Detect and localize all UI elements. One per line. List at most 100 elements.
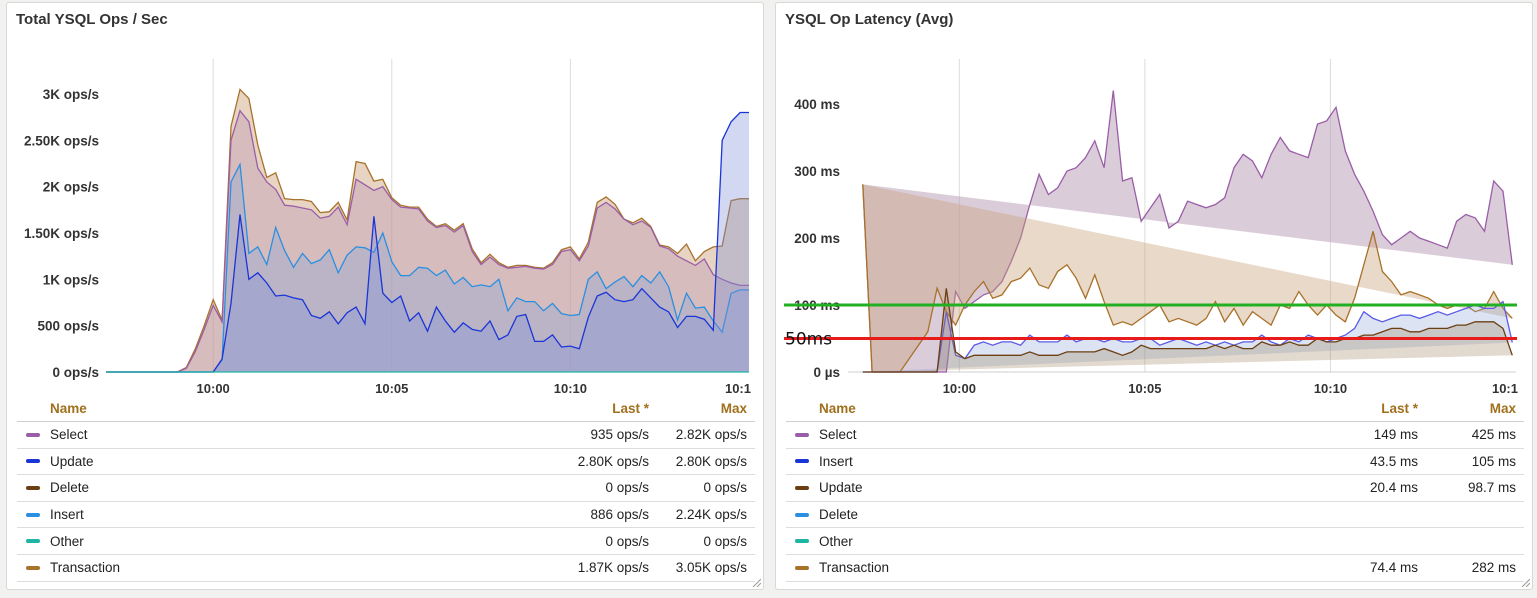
legend-header-last[interactable]: Last *: [1381, 401, 1418, 416]
legend-row-update[interactable]: Update 2.80K ops/s 2.80K ops/s: [17, 449, 755, 476]
legend-header-max[interactable]: Max: [1489, 401, 1516, 416]
x-tick-label: 10:05: [375, 381, 408, 395]
series-area-select: [106, 110, 749, 372]
legend-row-update[interactable]: Update 20.4 ms 98.7 ms: [786, 475, 1524, 502]
legend-last-value: 1.87K ops/s: [577, 560, 649, 576]
legend-max-value: 98.7 ms: [1467, 480, 1516, 496]
legend-series-label: Other: [50, 533, 84, 549]
legend-max-value: 3.05K ops/s: [675, 560, 747, 576]
legend-row-insert[interactable]: Insert 886 ops/s 2.24K ops/s: [17, 502, 755, 529]
legend-series-label: Transaction: [50, 560, 121, 576]
legend-series-name: Update: [17, 454, 489, 469]
legend-series-label: Delete: [50, 480, 90, 496]
panel-title: YSQL Op Latency (Avg): [785, 11, 954, 28]
legend-series-name: Select: [17, 427, 489, 442]
legend-swatch-icon: [795, 539, 809, 544]
y-tick-label: 1K ops/s: [43, 272, 99, 287]
legend-row-delete[interactable]: Delete 0 ops/s 0 ops/s: [17, 475, 755, 502]
legend-last-value: 149 ms: [1373, 427, 1418, 443]
legend-series-name: Delete: [17, 480, 489, 495]
y-tick-label: 2K ops/s: [43, 180, 99, 195]
series-area-update: [106, 112, 749, 372]
legend-row-transaction[interactable]: Transaction 74.4 ms 282 ms: [786, 555, 1524, 582]
threshold-annotation: 50ms: [785, 330, 832, 350]
legend-swatch-icon: [26, 565, 40, 570]
legend-swatch-icon: [795, 512, 809, 517]
legend-max-value: 0 ops/s: [703, 480, 747, 496]
legend-last-value: 886 ops/s: [590, 507, 649, 523]
legend-series-label: Insert: [50, 507, 84, 523]
legend-header: Name Last * Max: [17, 396, 755, 422]
legend-series-name: Update: [786, 480, 1258, 495]
legend-header-max[interactable]: Max: [720, 401, 747, 416]
series-area-insert: [862, 301, 1513, 372]
legend-series-name: Transaction: [786, 560, 1258, 575]
legend-series-label: Transaction: [819, 560, 890, 576]
legend-row-select[interactable]: Select 149 ms 425 ms: [786, 422, 1524, 449]
legend-max-value: 0 ops/s: [703, 533, 747, 549]
y-tick-label: 3K ops/s: [43, 87, 99, 102]
y-tick-label: 0 µs: [813, 365, 840, 380]
legend-header-name: Name: [50, 401, 87, 416]
legend-series-name: Delete: [786, 507, 1258, 522]
legend-max-value: 425 ms: [1471, 427, 1516, 443]
x-tick-label: 10:00: [943, 381, 976, 395]
y-tick-label: 1.50K ops/s: [24, 226, 99, 241]
legend-row-select[interactable]: Select 935 ops/s 2.82K ops/s: [17, 422, 755, 449]
legend-max-value: 2.80K ops/s: [675, 453, 747, 469]
legend-row-transaction[interactable]: Transaction 1.87K ops/s 3.05K ops/s: [17, 555, 755, 582]
legend-max-value: 105 ms: [1471, 453, 1516, 469]
series-line-update: [106, 111, 749, 373]
ops-per-sec-panel: Total YSQL Ops / Sec 10:00 10:05 10:10 10:1…: [6, 2, 764, 590]
legend-swatch-icon: [795, 432, 809, 437]
series-area-transaction: [862, 184, 1513, 372]
legend-last-value: 0 ops/s: [605, 533, 649, 549]
series-area-update: [862, 288, 1513, 372]
legend-swatch-icon: [26, 485, 40, 490]
legend-header-name: Name: [819, 401, 856, 416]
legend-series-name: Select: [786, 427, 1258, 442]
y-tick-label: 2.50K ops/s: [24, 133, 99, 148]
legend-last-value: 0 ops/s: [605, 480, 649, 496]
x-tick-label: 10:05: [1128, 381, 1161, 395]
legend-series-label: Insert: [819, 453, 853, 469]
ops-per-sec-chart: 10:00 10:05 10:10 10:1 0 ops/s 500 ops/s 1K op…: [24, 59, 751, 395]
series-line-update: [862, 288, 1513, 373]
legend-last-value: 2.80K ops/s: [577, 453, 649, 469]
legend-series-label: Delete: [819, 507, 859, 523]
resize-grip-icon[interactable]: [1520, 577, 1530, 587]
legend-row-other[interactable]: Other 0 ops/s 0 ops/s: [17, 528, 755, 555]
legend-series-name: Insert: [786, 454, 1258, 469]
legend-series-label: Update: [819, 480, 863, 496]
legend-series-name: Other: [786, 534, 1258, 549]
legend-last-value: 935 ops/s: [590, 427, 649, 443]
legend-max-value: 2.24K ops/s: [675, 507, 747, 523]
series-line-transaction: [106, 88, 749, 373]
legend-series-name: Transaction: [17, 560, 489, 575]
legend-swatch-icon: [795, 565, 809, 570]
x-tick-label: 10:1: [1492, 381, 1518, 395]
legend-header: Name Last * Max: [786, 396, 1524, 422]
legend-last-value: 43.5 ms: [1369, 453, 1418, 469]
resize-grip-icon[interactable]: [751, 577, 761, 587]
x-tick-label: 10:10: [554, 381, 587, 395]
y-tick-label: 200 ms: [794, 231, 840, 246]
legend-header-last[interactable]: Last *: [612, 401, 649, 416]
legend-row-delete[interactable]: Delete: [786, 502, 1524, 529]
legend-series-label: Update: [50, 453, 94, 469]
legend-last-value: 20.4 ms: [1369, 480, 1418, 496]
legend-swatch-icon: [26, 459, 40, 464]
legend-series-label: Select: [50, 427, 88, 443]
legend-row-other[interactable]: Other: [786, 528, 1524, 555]
ops-legend: Name Last * Max Select 935 ops/s 2.82K ops…: [17, 396, 755, 582]
y-tick-label: 0 ops/s: [52, 365, 99, 380]
y-tick-label: 400 ms: [794, 97, 840, 112]
legend-swatch-icon: [26, 432, 40, 437]
legend-series-name: Insert: [17, 507, 489, 522]
y-tick-label: 300 ms: [794, 164, 840, 179]
legend-row-insert[interactable]: Insert 43.5 ms 105 ms: [786, 449, 1524, 476]
latency-legend: Name Last * Max Select 149 ms 425 ms Insert…: [786, 396, 1524, 582]
legend-swatch-icon: [795, 459, 809, 464]
legend-series-label: Other: [819, 533, 853, 549]
